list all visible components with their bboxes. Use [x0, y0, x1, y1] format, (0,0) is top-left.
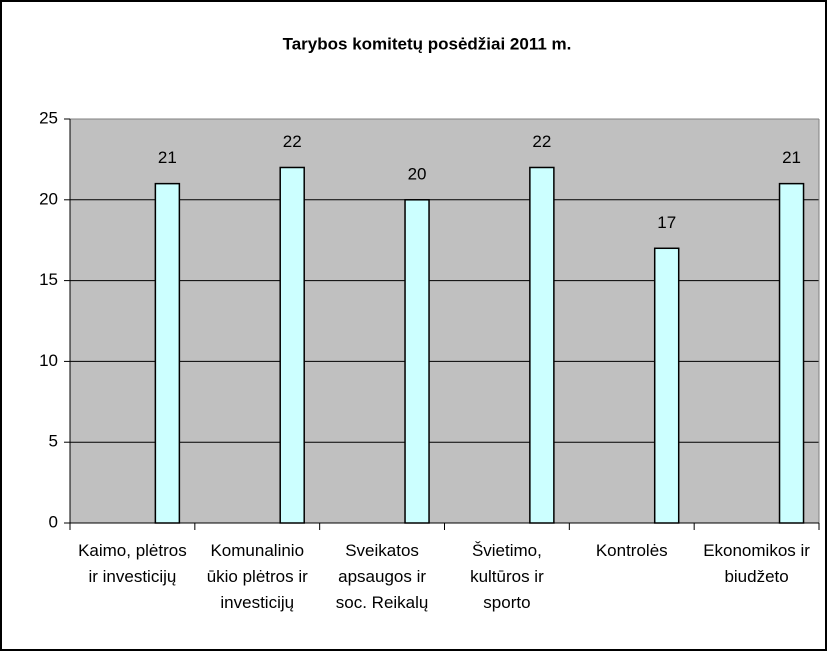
value-label: 21: [158, 148, 177, 167]
value-label: 20: [408, 164, 427, 183]
y-tick-label: 0: [49, 512, 58, 531]
y-tick-label: 15: [39, 270, 58, 289]
bar: [154, 182, 181, 524]
plot-area: [70, 119, 819, 523]
bar: [529, 166, 555, 524]
value-label: 22: [283, 132, 302, 151]
bar: [653, 247, 680, 524]
x-tick-label: Švietimo, kultūros ir sporto: [470, 541, 544, 612]
value-label: 21: [782, 148, 801, 167]
x-tick-label: Ekonomikos ir biudžeto: [703, 541, 810, 586]
x-tick-label: Komunalinio ūkio plėtros ir investicijų: [206, 541, 308, 612]
x-tick-label: Kaimo, plėtros ir investicijų: [78, 541, 187, 586]
bar: [404, 199, 430, 524]
x-tick-label: Sveikatos apsaugos ir soc. Reikalų: [335, 541, 429, 612]
y-tick-label: 5: [49, 432, 58, 451]
value-label: 22: [532, 132, 551, 151]
y-tick-label: 20: [39, 189, 58, 208]
y-tick-label: 25: [39, 108, 58, 127]
value-label: 17: [657, 213, 676, 232]
x-tick-label: Kontrolės: [595, 541, 668, 560]
y-tick-label: 10: [39, 351, 58, 370]
bar: [279, 166, 305, 524]
bar: [778, 182, 805, 524]
chart-title: Tarybos komitetų posėdžiai 2011 m.: [283, 34, 572, 53]
